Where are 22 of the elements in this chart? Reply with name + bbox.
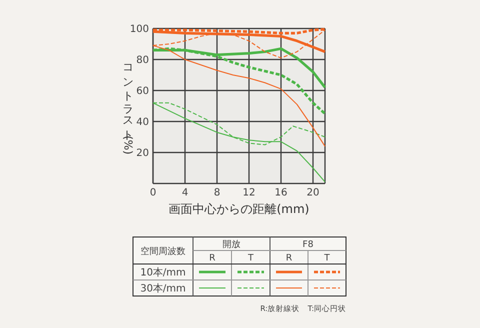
x-tick-label: 20: [306, 188, 320, 198]
y-tick-label: 60: [136, 86, 149, 97]
text: R: [286, 254, 292, 264]
x-tick-label: 12: [242, 188, 256, 198]
x-tick-label: 0: [150, 188, 156, 198]
x-tick-label: 4: [182, 188, 188, 198]
x-tick-label: 16: [274, 188, 288, 198]
text: R: [209, 254, 216, 264]
y-tick-label: 20: [136, 148, 149, 159]
x-tick-label: 8: [214, 188, 220, 198]
text: 開放: [222, 239, 240, 250]
y-tick-label: 80: [136, 55, 149, 66]
text: T: [247, 254, 254, 264]
x-axis-title: 画面中心からの距離(mm): [168, 202, 310, 216]
text: 空間周波数: [140, 246, 186, 257]
text: 30本/mm: [140, 282, 186, 294]
y-tick-label: 100: [130, 24, 149, 35]
y-axis-title: コントラスト(%): [122, 57, 134, 155]
text: 10本/mm: [140, 266, 186, 278]
y-tick-label: 40: [136, 117, 149, 128]
text: F8: [302, 240, 314, 250]
text: T: [323, 254, 330, 264]
